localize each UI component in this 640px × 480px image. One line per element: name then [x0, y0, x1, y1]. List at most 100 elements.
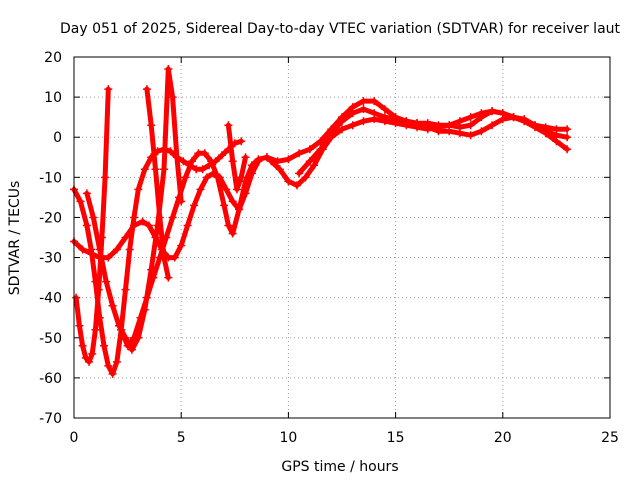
data-point — [138, 217, 147, 226]
data-point — [509, 113, 518, 122]
data-point — [466, 113, 475, 122]
y-tick-label: -60 — [39, 371, 62, 387]
data-point — [82, 189, 91, 198]
data-point — [477, 109, 486, 118]
data-point — [402, 117, 411, 126]
y-axis-label: SDTVAR / TECUs — [7, 181, 23, 296]
y-tick-label: -30 — [39, 251, 62, 267]
data-point — [380, 105, 389, 114]
axis-ticks: 0 5 10 15 20 25 -70 -60 -50 -40 -30 -20 -10 0 10 20 — [39, 50, 619, 446]
data-point — [166, 147, 175, 156]
data-point — [235, 205, 244, 214]
data-point — [498, 115, 507, 124]
data-point — [370, 97, 379, 106]
data-point — [284, 177, 293, 186]
data-point — [327, 129, 336, 138]
data-point — [130, 221, 139, 230]
data-point — [262, 153, 271, 162]
data-point — [136, 313, 145, 322]
data-point — [423, 123, 432, 132]
data-point — [338, 117, 346, 126]
data-point — [241, 153, 250, 162]
data-point — [445, 127, 454, 136]
data-point — [100, 341, 109, 350]
data-point — [222, 185, 231, 194]
data-point — [275, 165, 284, 174]
data-point — [552, 131, 561, 140]
y-tick-label: -50 — [39, 331, 62, 347]
data-point — [181, 173, 190, 182]
data-point — [200, 149, 209, 158]
data-point — [520, 115, 529, 124]
data-point — [149, 273, 158, 282]
data-point — [301, 173, 310, 182]
y-tick-label: 0 — [53, 130, 62, 146]
data-point — [295, 169, 304, 178]
data-point — [175, 193, 184, 202]
x-tick-label: 25 — [601, 430, 619, 446]
series-trace-5 — [117, 149, 271, 350]
data-point — [179, 157, 188, 166]
data-series — [70, 65, 572, 378]
series-trace-3 — [72, 85, 113, 366]
data-point — [87, 249, 96, 258]
data-point — [115, 321, 124, 330]
data-point — [359, 105, 368, 114]
data-point — [88, 349, 97, 358]
data-point — [142, 85, 151, 94]
data-point — [563, 133, 572, 142]
data-point — [348, 109, 357, 118]
data-point — [104, 361, 113, 370]
data-point — [237, 137, 246, 146]
data-point — [140, 165, 149, 174]
data-point — [254, 155, 263, 164]
data-point — [101, 173, 110, 182]
data-point — [160, 253, 169, 262]
data-point — [237, 173, 246, 182]
data-point — [541, 127, 550, 136]
series-band — [73, 86, 111, 365]
data-point — [170, 253, 179, 262]
series-trace-10 — [295, 105, 572, 178]
data-point — [94, 285, 103, 294]
chart-title: Day 051 of 2025, Sidereal Day-to-day VTE… — [60, 21, 621, 37]
data-point — [76, 197, 85, 206]
data-point — [563, 145, 572, 154]
data-point — [91, 325, 100, 334]
data-point — [81, 353, 90, 362]
x-tick-label: 20 — [494, 430, 512, 446]
data-point — [284, 155, 293, 164]
data-point — [117, 325, 126, 334]
data-point — [213, 173, 222, 182]
data-point — [168, 213, 177, 222]
data-point — [75, 321, 84, 330]
data-point — [338, 125, 346, 134]
data-point — [151, 165, 160, 174]
data-point — [112, 245, 121, 254]
plot-frame — [73, 56, 611, 419]
data-point — [72, 293, 81, 302]
data-point — [220, 201, 229, 210]
series-trace-6 — [142, 85, 173, 282]
data-point — [348, 121, 357, 130]
data-point — [112, 357, 121, 366]
data-point — [142, 293, 151, 302]
x-tick-label: 0 — [70, 430, 79, 446]
data-point — [305, 145, 314, 154]
data-point — [121, 233, 130, 242]
data-point — [202, 173, 211, 182]
data-point — [130, 213, 139, 222]
data-point — [247, 161, 256, 170]
series-trace-8 — [262, 97, 572, 166]
data-point — [130, 333, 139, 342]
data-point — [95, 245, 104, 254]
data-point — [102, 277, 111, 286]
data-point — [155, 213, 164, 222]
data-point — [187, 157, 196, 166]
data-point — [183, 221, 192, 230]
data-point — [267, 157, 276, 166]
data-point — [391, 115, 400, 124]
data-point — [85, 357, 94, 366]
x-tick-label: 10 — [279, 430, 297, 446]
